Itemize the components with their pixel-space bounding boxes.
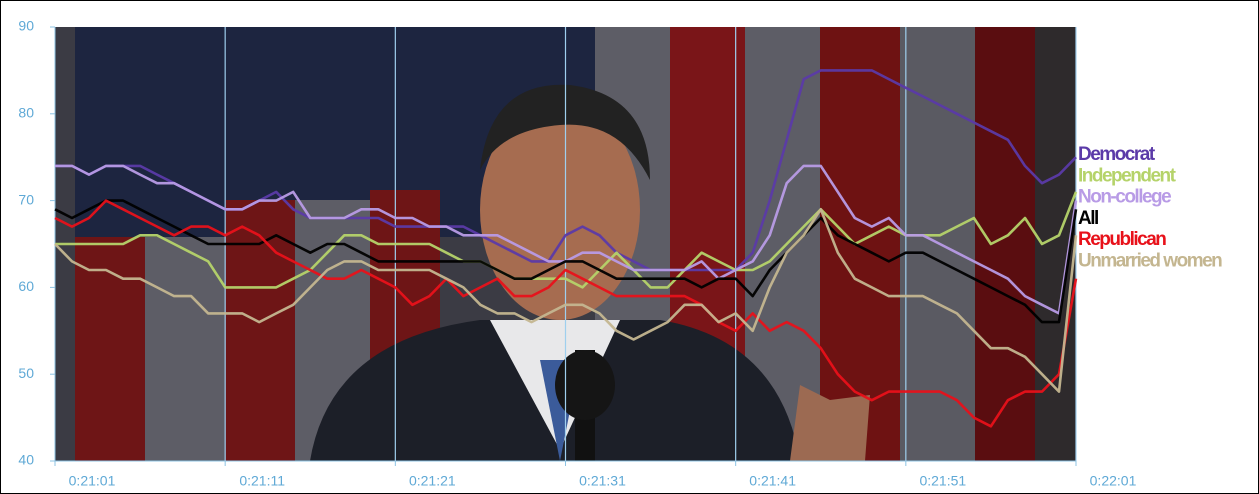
y-tick-label: 70 bbox=[18, 191, 34, 207]
x-tick-label: 0:21:41 bbox=[749, 473, 796, 489]
legend-entry: All bbox=[1078, 208, 1098, 229]
y-tick-label: 90 bbox=[18, 18, 34, 34]
legend-entry: Democrat bbox=[1078, 144, 1156, 165]
y-tick-label: 80 bbox=[18, 105, 34, 121]
y-tick-label: 50 bbox=[18, 365, 34, 381]
x-tick-label: 0:21:11 bbox=[239, 473, 285, 489]
legend-entry: Republican bbox=[1078, 229, 1166, 250]
legend-entry: Independent bbox=[1078, 165, 1177, 186]
legend-entry: Non-college bbox=[1078, 187, 1171, 208]
x-tick-label: 0:21:31 bbox=[579, 473, 626, 489]
y-tick-label: 60 bbox=[18, 278, 34, 294]
chart: 40 50 60 70 80 90 0:21:01 0:21:11 0:21:21 0:21:31… bbox=[0, 0, 1259, 494]
x-tick-label: 0:21:01 bbox=[69, 473, 116, 489]
y-tick-label: 40 bbox=[18, 452, 34, 468]
x-tick-label: 0:22:01 bbox=[1090, 473, 1137, 489]
x-tick-label: 0:21:51 bbox=[919, 473, 966, 489]
legend-entry: Unmarried women bbox=[1078, 251, 1222, 272]
x-tick-label: 0:21:21 bbox=[409, 473, 456, 489]
